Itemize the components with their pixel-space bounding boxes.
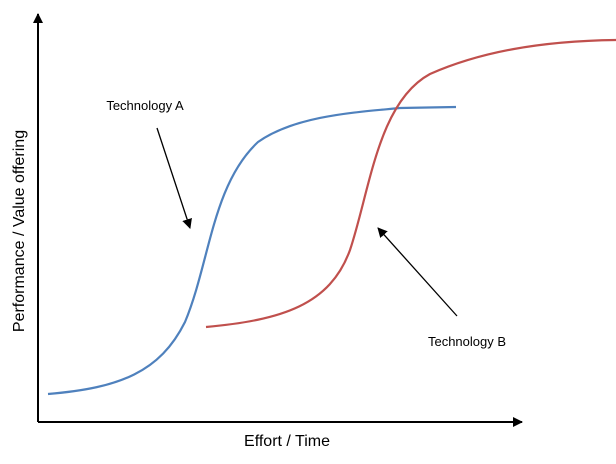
curve-b xyxy=(205,38,616,329)
curve-a xyxy=(47,105,457,396)
annotation: Technology A xyxy=(106,98,184,113)
x-axis-label: Effort / Time xyxy=(244,433,330,450)
pointer-b xyxy=(377,227,458,317)
pointer-a xyxy=(156,127,192,229)
annotation: Technology B xyxy=(428,334,506,349)
y-axis-label: Performance / Value offering xyxy=(11,130,28,332)
